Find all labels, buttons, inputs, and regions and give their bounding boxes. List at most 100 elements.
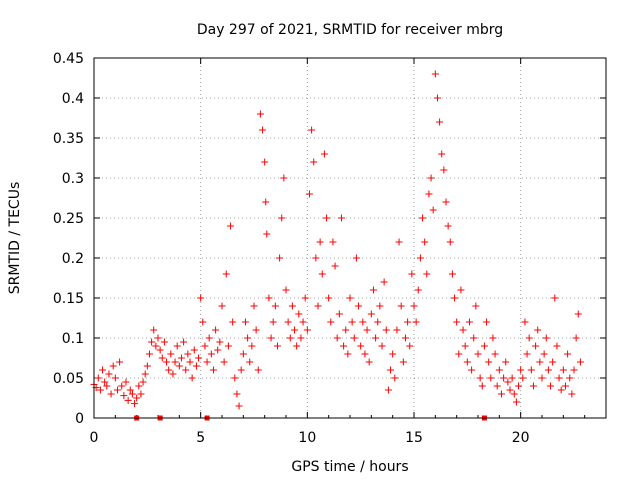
data-point	[576, 358, 584, 366]
data-point	[559, 366, 567, 374]
data-point	[278, 214, 286, 222]
data-point	[276, 254, 284, 262]
data-point	[416, 254, 424, 262]
data-point	[374, 318, 382, 326]
data-point	[150, 326, 158, 334]
data-point	[491, 350, 499, 358]
data-point	[387, 366, 395, 374]
data-point	[241, 318, 249, 326]
data-point	[239, 350, 247, 358]
data-point	[286, 334, 294, 342]
data-point	[470, 334, 478, 342]
data-point	[365, 358, 373, 366]
data-point	[173, 342, 181, 350]
data-point	[214, 346, 222, 354]
data-point	[291, 326, 299, 334]
data-point	[508, 374, 516, 382]
data-point	[485, 358, 493, 366]
data-point	[167, 350, 175, 358]
data-point	[105, 370, 113, 378]
data-point	[316, 238, 324, 246]
data-point	[267, 334, 275, 342]
data-point	[175, 362, 183, 370]
data-point	[310, 158, 318, 166]
data-point	[487, 374, 495, 382]
data-point	[523, 350, 531, 358]
data-point	[218, 302, 226, 310]
data-point	[222, 270, 230, 278]
ticks: 0 0.05 0.1 0.15 0.2 0.25 0.3 0.35 0.4 0.45 0 5 10 15 2…	[53, 51, 606, 446]
data-point	[547, 382, 555, 390]
data-point	[444, 222, 452, 230]
data-point	[350, 334, 358, 342]
data-point	[254, 366, 262, 374]
data-point	[459, 326, 467, 334]
data-point	[348, 318, 356, 326]
data-point	[361, 350, 369, 358]
data-point	[284, 318, 292, 326]
data-point	[446, 238, 454, 246]
data-point	[472, 302, 480, 310]
data-point	[131, 400, 139, 408]
data-point	[453, 318, 461, 326]
data-point	[355, 302, 363, 310]
data-point	[431, 70, 439, 78]
data-point	[212, 326, 220, 334]
data-point	[139, 378, 147, 386]
data-point	[301, 294, 309, 302]
data-point	[517, 366, 525, 374]
data-point	[566, 374, 574, 382]
data-point	[220, 358, 228, 366]
data-point	[357, 342, 365, 350]
data-point	[493, 382, 501, 390]
data-point	[527, 366, 535, 374]
data-point	[337, 214, 345, 222]
x-tick-label: 10	[298, 430, 316, 446]
data-point	[295, 310, 303, 318]
data-point	[510, 390, 518, 398]
data-point	[231, 374, 239, 382]
data-point	[512, 398, 520, 406]
data-point	[397, 302, 405, 310]
y-axis-label: SRMTID / TECUs	[7, 182, 23, 295]
data-point	[478, 382, 486, 390]
data-point	[299, 318, 307, 326]
data-point	[497, 390, 505, 398]
data-point	[182, 366, 190, 374]
data-point	[192, 362, 200, 370]
data-point	[269, 318, 277, 326]
data-point	[335, 310, 343, 318]
data-point	[506, 386, 514, 394]
data-point	[229, 318, 237, 326]
data-point	[265, 294, 273, 302]
data-point	[461, 342, 469, 350]
data-point	[525, 334, 533, 342]
data-point	[163, 358, 171, 366]
y-tick-label: 0.25	[53, 211, 84, 227]
data-point	[557, 386, 565, 394]
data-point	[137, 390, 145, 398]
data-point	[94, 374, 102, 382]
data-point	[152, 342, 160, 350]
data-point	[205, 334, 213, 342]
data-point	[553, 342, 561, 350]
data-point	[305, 190, 313, 198]
data-point	[96, 386, 104, 394]
data-point	[423, 270, 431, 278]
data-point	[544, 366, 552, 374]
data-point	[384, 386, 392, 394]
data-point	[564, 350, 572, 358]
x-tick-label: 15	[405, 430, 423, 446]
data-point	[529, 382, 537, 390]
data-point	[308, 126, 316, 134]
data-point	[504, 378, 512, 386]
data-point	[184, 350, 192, 358]
y-tick-label: 0.1	[62, 331, 84, 347]
y-tick-label: 0.15	[53, 291, 84, 307]
data-point	[325, 294, 333, 302]
data-point	[436, 118, 444, 126]
x-tick-label: 0	[90, 430, 99, 446]
data-point	[303, 326, 311, 334]
data-point	[154, 334, 162, 342]
data-point	[532, 342, 540, 350]
